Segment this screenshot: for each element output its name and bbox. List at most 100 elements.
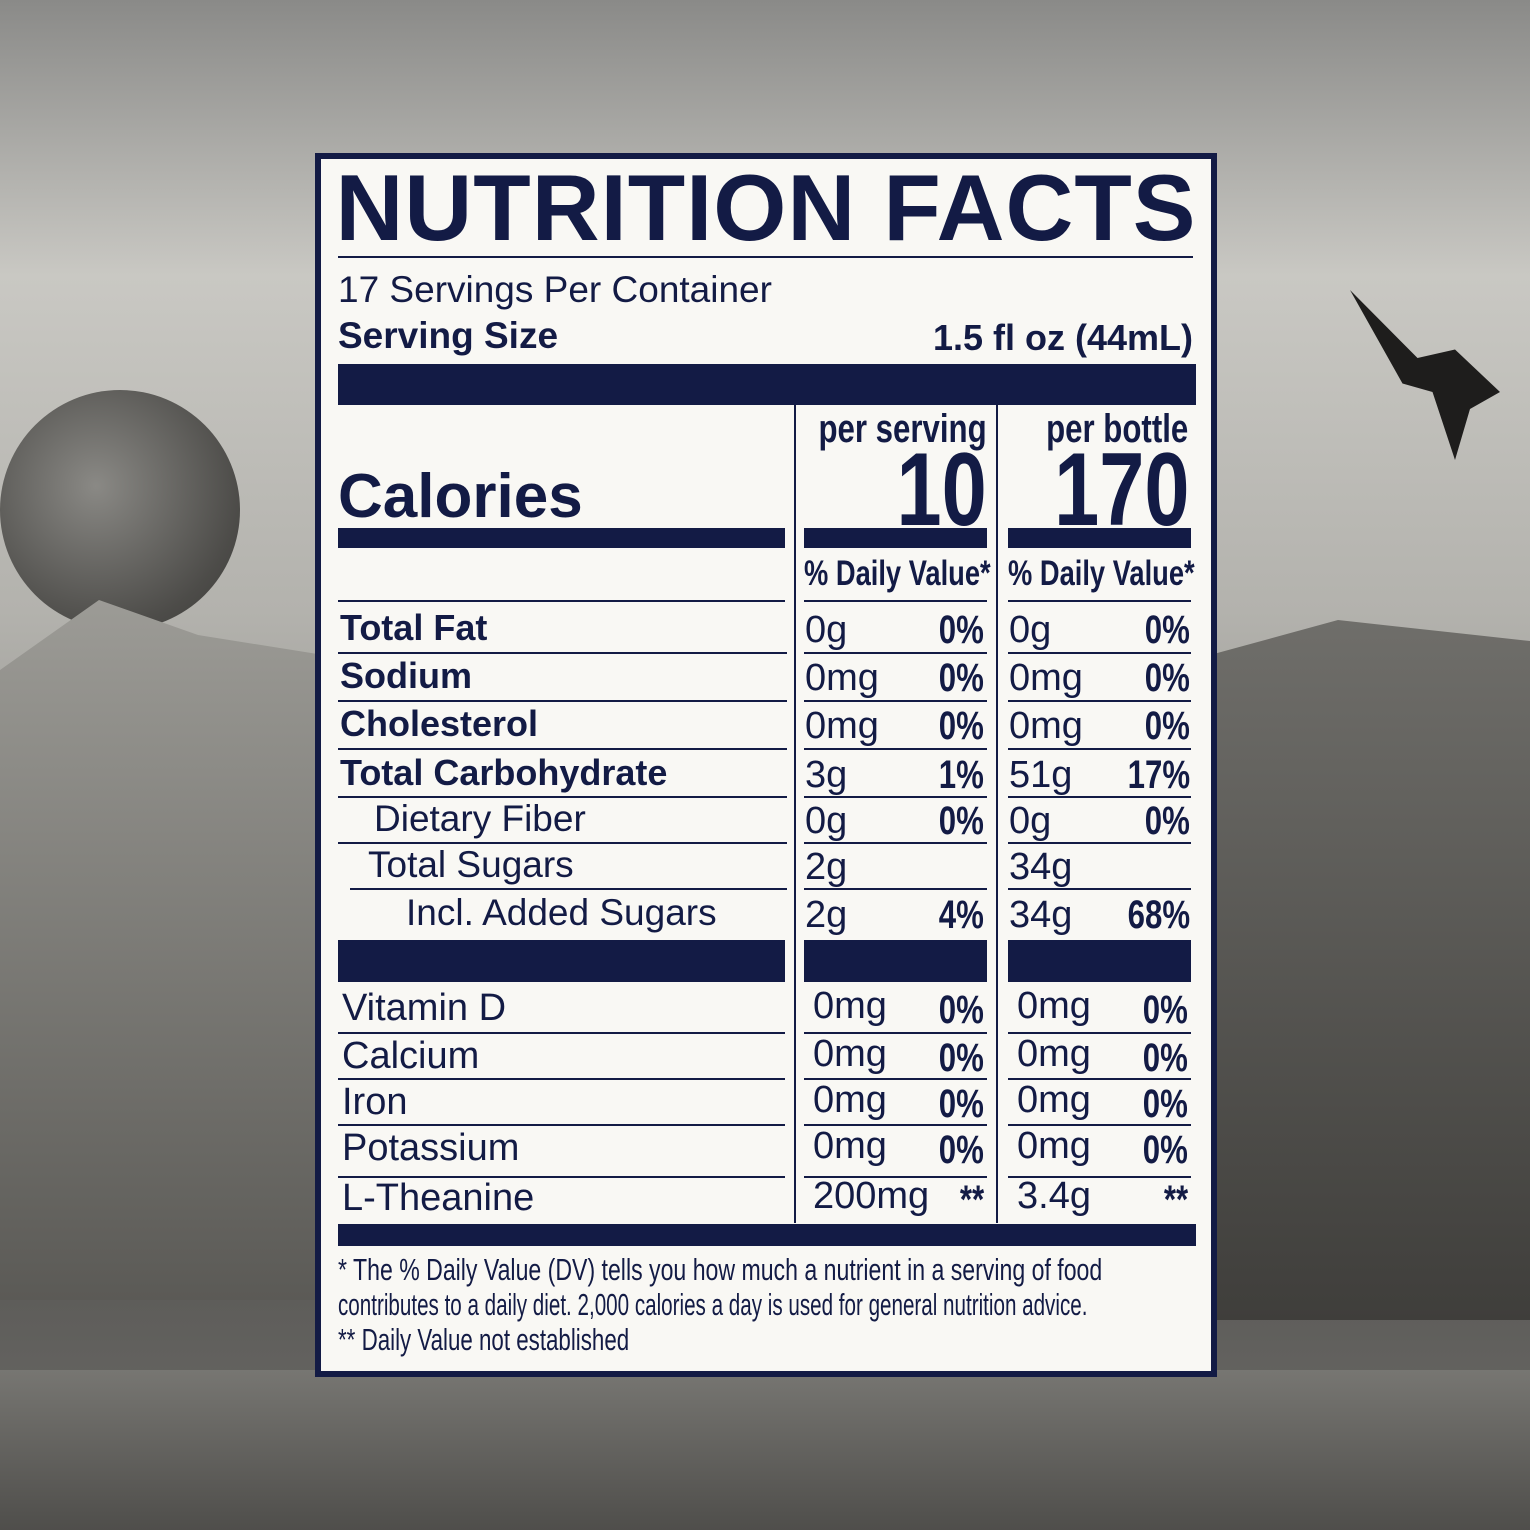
dv-value: ** xyxy=(959,1178,984,1222)
divider xyxy=(338,652,787,654)
per-serving-header-text: per serving xyxy=(818,407,987,451)
thick-divider xyxy=(804,940,987,982)
per-serving-dv: 0% xyxy=(926,654,984,702)
nutrient-label: Total Fat xyxy=(340,607,488,648)
per-bottle-dv: 0% xyxy=(1130,1080,1188,1128)
per-bottle-amount: 0mg xyxy=(1009,657,1083,699)
per-bottle-header: per bottle xyxy=(1006,406,1188,452)
servings-per-container: 17 Servings Per Container xyxy=(338,269,772,310)
thick-divider xyxy=(1008,940,1191,982)
per-serving-amount: 2g xyxy=(805,846,848,888)
nutrient-label: Total Carbohydrate xyxy=(340,752,668,793)
dv-value: 0% xyxy=(938,1082,984,1126)
per-bottle-dv: 17% xyxy=(1110,751,1190,799)
per-serving-amount: 0mg xyxy=(813,985,887,1027)
footnote-1-text: * The % Daily Value (DV) tells you how m… xyxy=(338,1252,1103,1287)
thick-divider xyxy=(338,364,1196,405)
footnote-3-text: ** Daily Value not established xyxy=(338,1322,630,1357)
per-bottle-header-text: per bottle xyxy=(1045,407,1188,451)
dv-value: 0% xyxy=(1144,608,1190,652)
per-bottle-amount: 34g xyxy=(1009,894,1073,936)
bottom-divider xyxy=(338,1224,1196,1246)
dv-value: 0% xyxy=(938,704,984,748)
nutrient-label: Sodium xyxy=(340,655,472,696)
label-frame xyxy=(315,153,1217,1377)
per-serving-dv: 0% xyxy=(926,606,984,654)
per-bottle-amount: 51g xyxy=(1009,754,1073,796)
per-serving-amount: 0mg xyxy=(813,1125,887,1167)
dv-value: 68% xyxy=(1127,893,1190,937)
dv-value: 0% xyxy=(1142,1128,1188,1172)
per-serving-amount: 3g xyxy=(805,754,848,796)
per-bottle-amount: 0mg xyxy=(1009,705,1083,747)
footnote-2-text: contributes to a daily diet. 2,000 calor… xyxy=(338,1287,1088,1322)
per-serving-header: per serving xyxy=(771,406,987,452)
divider xyxy=(804,652,987,654)
calories-label: Calories xyxy=(338,462,583,531)
divider xyxy=(350,888,787,890)
dv-value: 0% xyxy=(1142,1082,1188,1126)
divider xyxy=(338,748,787,750)
dv-value: ** xyxy=(1163,1178,1188,1222)
per-serving-amount: 0mg xyxy=(805,657,879,699)
per-serving-amount: 0g xyxy=(805,609,848,651)
label-title: NUTRITION FACTS xyxy=(335,155,1197,260)
divider xyxy=(338,796,787,798)
footnote-1: * The % Daily Value (DV) tells you how m… xyxy=(338,1252,1364,1288)
divider xyxy=(1008,888,1191,890)
divider xyxy=(804,1078,987,1080)
calories-divider xyxy=(1008,528,1191,548)
divider xyxy=(1008,1176,1191,1178)
nutrient-label: Dietary Fiber xyxy=(374,798,586,839)
divider xyxy=(804,600,987,602)
dv-header-bottle: % Daily Value* xyxy=(1008,552,1247,596)
divider xyxy=(338,1124,785,1126)
per-serving-amount: 0mg xyxy=(813,1033,887,1075)
per-bottle-dv: 0% xyxy=(1130,1126,1188,1174)
per-serving-dv: 4% xyxy=(926,891,984,939)
dv-value: 0% xyxy=(938,1128,984,1172)
dv-value: 17% xyxy=(1127,753,1190,797)
calories-per-bottle-value: 170 xyxy=(1054,432,1190,548)
divider xyxy=(804,888,987,890)
per-bottle-amount: 0mg xyxy=(1017,1079,1091,1121)
micronutrient-label: Potassium xyxy=(342,1127,520,1169)
calories-per-bottle: 170 xyxy=(1016,432,1190,548)
per-bottle-dv: 0% xyxy=(1132,606,1190,654)
per-bottle-dv: ** xyxy=(1157,1176,1188,1224)
dv-value: 0% xyxy=(938,656,984,700)
nutrient-label: Cholesterol xyxy=(340,703,539,744)
per-serving-amount: 200mg xyxy=(813,1175,930,1217)
column-divider xyxy=(794,405,796,1223)
serving-size-value: 1.5 fl oz (44mL) xyxy=(932,317,1193,358)
calories-divider xyxy=(338,528,785,548)
dv-value: 0% xyxy=(1144,799,1190,843)
divider xyxy=(804,1124,987,1126)
per-bottle-dv: 0% xyxy=(1132,797,1190,845)
dv-value: 4% xyxy=(938,893,984,937)
per-serving-dv: 1% xyxy=(926,751,984,799)
dv-value: 1% xyxy=(938,753,984,797)
dv-header-bottle-text: % Daily Value* xyxy=(1008,554,1195,593)
per-bottle-amount: 0mg xyxy=(1017,1033,1091,1075)
per-serving-amount: 0mg xyxy=(805,705,879,747)
dv-value: 0% xyxy=(938,1036,984,1080)
footnote-3: ** Daily Value not established xyxy=(338,1322,742,1358)
divider xyxy=(804,748,987,750)
nutrient-label: Total Sugars xyxy=(368,844,574,885)
divider xyxy=(804,1176,987,1178)
serving-size-label: Serving Size xyxy=(338,315,559,356)
per-serving-dv: 0% xyxy=(926,1080,984,1128)
calories-per-serving: 10 xyxy=(871,438,987,542)
divider xyxy=(338,600,785,602)
dv-value: 0% xyxy=(1142,1036,1188,1080)
dv-value: 0% xyxy=(938,608,984,652)
divider xyxy=(804,1032,987,1034)
per-serving-amount: 2g xyxy=(805,894,848,936)
divider xyxy=(804,842,987,844)
thick-divider xyxy=(338,940,785,982)
per-bottle-amount: 0mg xyxy=(1017,985,1091,1027)
dv-value: 0% xyxy=(938,799,984,843)
per-serving-dv: 0% xyxy=(926,702,984,750)
